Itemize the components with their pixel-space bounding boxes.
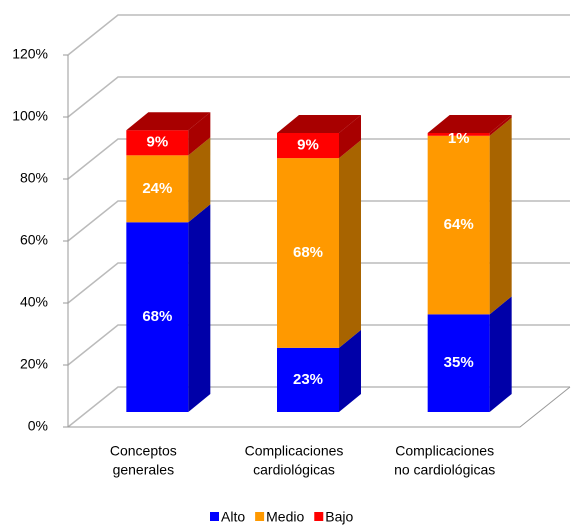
legend-label: Bajo (325, 509, 353, 525)
bar-segment (277, 115, 361, 159)
floor (68, 386, 571, 428)
legend-swatch (255, 512, 265, 521)
bar-side (339, 329, 361, 412)
bar-side (188, 204, 211, 412)
y-tick-label: 100% (12, 108, 48, 124)
value-label: 9% (297, 137, 319, 154)
bar-segment (427, 296, 512, 412)
y-tick-label: 80% (20, 170, 48, 186)
value-label: 24% (142, 180, 172, 197)
bar-side (339, 115, 361, 159)
bar-segment (277, 140, 361, 348)
bar-front (427, 314, 490, 412)
value-label: 23% (293, 371, 323, 388)
value-label: 68% (293, 244, 323, 261)
x-tick-label: no cardiológicas (394, 462, 495, 478)
bar-segment (126, 137, 211, 223)
y-tick-label: 120% (12, 46, 48, 62)
value-label: 1% (448, 130, 470, 147)
y-tick-label: 60% (20, 232, 48, 248)
bar-front (277, 347, 339, 412)
x-tick-label: Conceptos (110, 443, 177, 459)
bar-front (126, 130, 189, 156)
grid-line (67, 262, 570, 304)
grid-line (67, 200, 570, 242)
bar-front (277, 158, 339, 348)
x-tick-label: cardiológicas (253, 462, 335, 478)
bar-segment (427, 115, 512, 136)
grid-line (67, 138, 570, 180)
value-label: 68% (142, 308, 172, 325)
y-tick-label: 40% (20, 294, 48, 310)
x-tick-label: Complicaciones (395, 443, 494, 459)
bar-side (489, 115, 512, 136)
bar-top (126, 112, 211, 131)
y-tick-label: 0% (28, 418, 48, 434)
legend-label: Alto (221, 509, 245, 525)
bar-front (427, 135, 490, 315)
x-tick-label: Complicaciones (245, 443, 344, 459)
bar-front (126, 222, 189, 412)
legend-swatch (210, 512, 219, 521)
grid-line (67, 386, 570, 428)
bar-front (126, 155, 189, 223)
grid-line (67, 76, 570, 118)
bar-top (427, 115, 512, 133)
x-tick-label: generales (113, 462, 175, 478)
value-label: 64% (444, 216, 474, 233)
legend-label: Medio (266, 509, 304, 525)
bar-top (277, 115, 361, 133)
grid-line (67, 324, 570, 366)
bar-segment (126, 204, 211, 412)
grid-line (67, 14, 570, 56)
bar-front (277, 133, 339, 159)
bar-side (339, 140, 361, 348)
value-label: 9% (146, 134, 168, 151)
bar-side (188, 112, 211, 156)
legend-swatch (314, 512, 324, 521)
value-label: 35% (444, 354, 474, 371)
bar-segment (277, 329, 361, 412)
bar-side (489, 296, 512, 412)
bar-segment (126, 112, 211, 156)
bar-side (489, 117, 512, 315)
y-tick-label: 20% (20, 356, 48, 372)
bar-segment (427, 117, 512, 315)
bar-front (427, 133, 490, 136)
bar-side (188, 137, 211, 223)
